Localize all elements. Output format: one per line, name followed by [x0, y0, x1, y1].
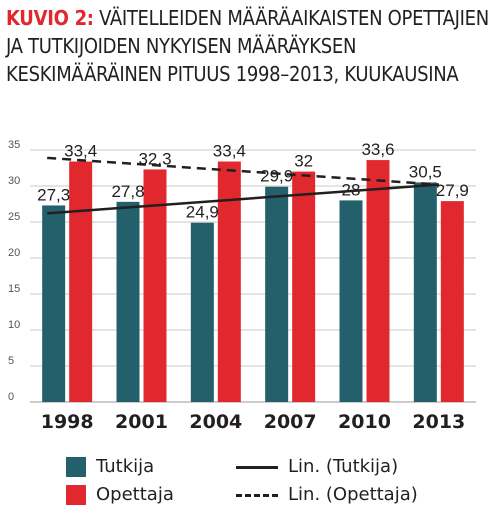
y-tick-label: 25	[8, 211, 20, 223]
x-category-label: 2010	[338, 411, 391, 433]
legend-item-lin-tutkija: Lin. (Tutkija)	[236, 456, 398, 477]
x-axis-categories: 1998 2001 2004 2007 2010 2013	[41, 411, 466, 433]
y-tick-label: 15	[8, 283, 20, 295]
gridlines	[30, 149, 476, 403]
figure-number: KUVIO 2:	[6, 6, 94, 30]
legend-label-lin-opettaja: Lin. (Opettaja)	[288, 484, 418, 505]
x-category-label: 2001	[115, 411, 168, 433]
bar-opettaja	[217, 161, 241, 402]
y-tick-label: 20	[8, 247, 20, 259]
data-label-tutkija: 30,5	[409, 162, 442, 181]
y-tick-label: 5	[8, 355, 14, 367]
data-labels: 27,3 33,4 27,8 32,3 24,9 33,4 29,932 28 33,6 30,5…	[37, 140, 469, 222]
legend-swatch-opettaja	[66, 485, 86, 505]
legend-label-lin-tutkija: Lin. (Tutkija)	[288, 456, 399, 477]
legend-label-tutkija: Tutkija	[96, 456, 155, 477]
y-tick-label: 0	[8, 391, 14, 403]
chart-title: KUVIO 2: VÄITELLEIDEN MÄÄRÄAIKAISTEN OPE…	[6, 4, 498, 88]
x-category-label: 2007	[264, 411, 317, 433]
data-label-tutkija: 27,3	[37, 185, 70, 204]
legend-item-lin-opettaja: Lin. (Opettaja)	[236, 484, 418, 505]
data-label-tutkija: 24,9	[186, 203, 219, 222]
bar-tutkija	[339, 200, 363, 402]
bar-tutkija	[190, 222, 214, 402]
data-label-opettaja: 32	[294, 152, 313, 171]
bar-tutkija	[265, 186, 289, 402]
trendline-opettaja	[47, 156, 439, 186]
figure-title-text: VÄITELLEIDEN MÄÄRÄAIKAISTEN OPETTAJIEN J…	[6, 6, 489, 86]
trendlines	[47, 156, 439, 215]
x-category-label: 1998	[41, 411, 94, 433]
bar-opettaja	[143, 169, 167, 402]
bar-opettaja	[366, 160, 390, 402]
data-label-opettaja: 33,6	[361, 140, 394, 159]
legend-item-opettaja: Opettaja	[66, 484, 174, 505]
y-tick-label: 10	[8, 319, 20, 331]
legend-label-opettaja: Opettaja	[96, 484, 174, 505]
legend-item-tutkija: Tutkija	[66, 456, 154, 477]
data-label-tutkija: 29,9	[260, 167, 293, 186]
data-label-opettaja: 27,9	[436, 181, 469, 200]
bar-tutkija	[116, 201, 140, 402]
bar-opettaja	[440, 201, 464, 402]
bar-tutkija	[413, 182, 437, 402]
data-label-opettaja: 32,3	[138, 149, 171, 168]
bars	[42, 160, 464, 402]
bar-tutkija	[42, 205, 66, 402]
trendline-tutkija	[47, 183, 439, 215]
legend-swatch-tutkija	[66, 457, 86, 477]
x-category-label: 2004	[189, 411, 242, 433]
y-tick-label: 35	[8, 139, 20, 151]
bar-opettaja	[69, 161, 93, 402]
legend-line-solid	[236, 465, 278, 469]
legend-line-dashed	[236, 493, 278, 497]
y-axis-ticks: 0 5 10 15 20 25 30 35	[8, 139, 20, 403]
data-label-opettaja: 33,4	[213, 142, 246, 161]
bar-opettaja	[292, 171, 316, 402]
data-label-opettaja: 33,4	[64, 142, 97, 161]
y-tick-label: 30	[8, 175, 20, 187]
data-label-tutkija: 28	[342, 180, 361, 199]
data-label-tutkija: 27,8	[111, 182, 144, 201]
x-category-label: 2013	[412, 411, 465, 433]
